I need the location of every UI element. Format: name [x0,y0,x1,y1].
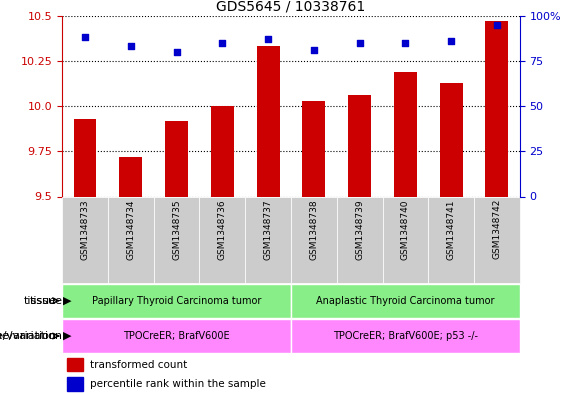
Point [264,36,273,42]
Title: GDS5645 / 10338761: GDS5645 / 10338761 [216,0,366,13]
Text: Papillary Thyroid Carcinoma tumor: Papillary Thyroid Carcinoma tumor [92,296,261,306]
Point [310,47,319,53]
Bar [67,358,82,371]
Point [127,43,136,50]
Bar [73,119,97,196]
Bar [245,196,291,283]
Point [355,40,364,46]
Bar [428,196,474,283]
Text: genotype/variation: genotype/variation [0,331,63,341]
Bar [154,196,199,283]
Text: GSM1348735: GSM1348735 [172,199,181,260]
Text: GSM1348741: GSM1348741 [447,199,455,260]
Bar [199,196,245,283]
Text: Anaplastic Thyroid Carcinoma tumor: Anaplastic Thyroid Carcinoma tumor [316,296,494,306]
Text: ▶: ▶ [56,296,72,306]
Point [218,40,227,46]
Text: genotype/variation: genotype/variation [0,331,56,341]
Text: GSM1348742: GSM1348742 [493,199,501,259]
Text: TPOCreER; BrafV600E; p53 -/-: TPOCreER; BrafV600E; p53 -/- [333,331,478,341]
Text: GSM1348739: GSM1348739 [355,199,364,260]
Bar [291,319,520,353]
Bar [62,319,291,353]
Bar [383,196,428,283]
Text: tissue: tissue [29,296,63,306]
Bar [67,377,82,391]
Bar [474,196,520,283]
Text: ▶: ▶ [56,331,72,341]
Bar [62,196,108,283]
Text: percentile rank within the sample: percentile rank within the sample [90,379,266,389]
Bar [257,46,280,196]
Bar [62,284,291,318]
Point [493,22,502,28]
Text: TPOCreER; BrafV600E: TPOCreER; BrafV600E [123,331,230,341]
Bar [119,157,142,196]
Bar [291,284,520,318]
Point [80,34,89,40]
Text: GSM1348736: GSM1348736 [218,199,227,260]
Bar [302,101,325,196]
Point [447,38,456,44]
Text: GSM1348734: GSM1348734 [127,199,135,260]
Point [172,49,181,55]
Text: GSM1348737: GSM1348737 [264,199,272,260]
Bar [337,196,383,283]
Bar [440,83,463,196]
Bar [291,196,337,283]
Bar [348,95,371,196]
Text: transformed count: transformed count [90,360,187,369]
Bar [485,21,508,196]
Bar [211,106,234,196]
Text: tissue: tissue [24,296,56,306]
Bar [165,121,188,196]
Text: GSM1348733: GSM1348733 [81,199,89,260]
Point [401,40,410,46]
Text: GSM1348738: GSM1348738 [310,199,318,260]
Bar [394,72,417,196]
Text: GSM1348740: GSM1348740 [401,199,410,260]
Bar [108,196,154,283]
